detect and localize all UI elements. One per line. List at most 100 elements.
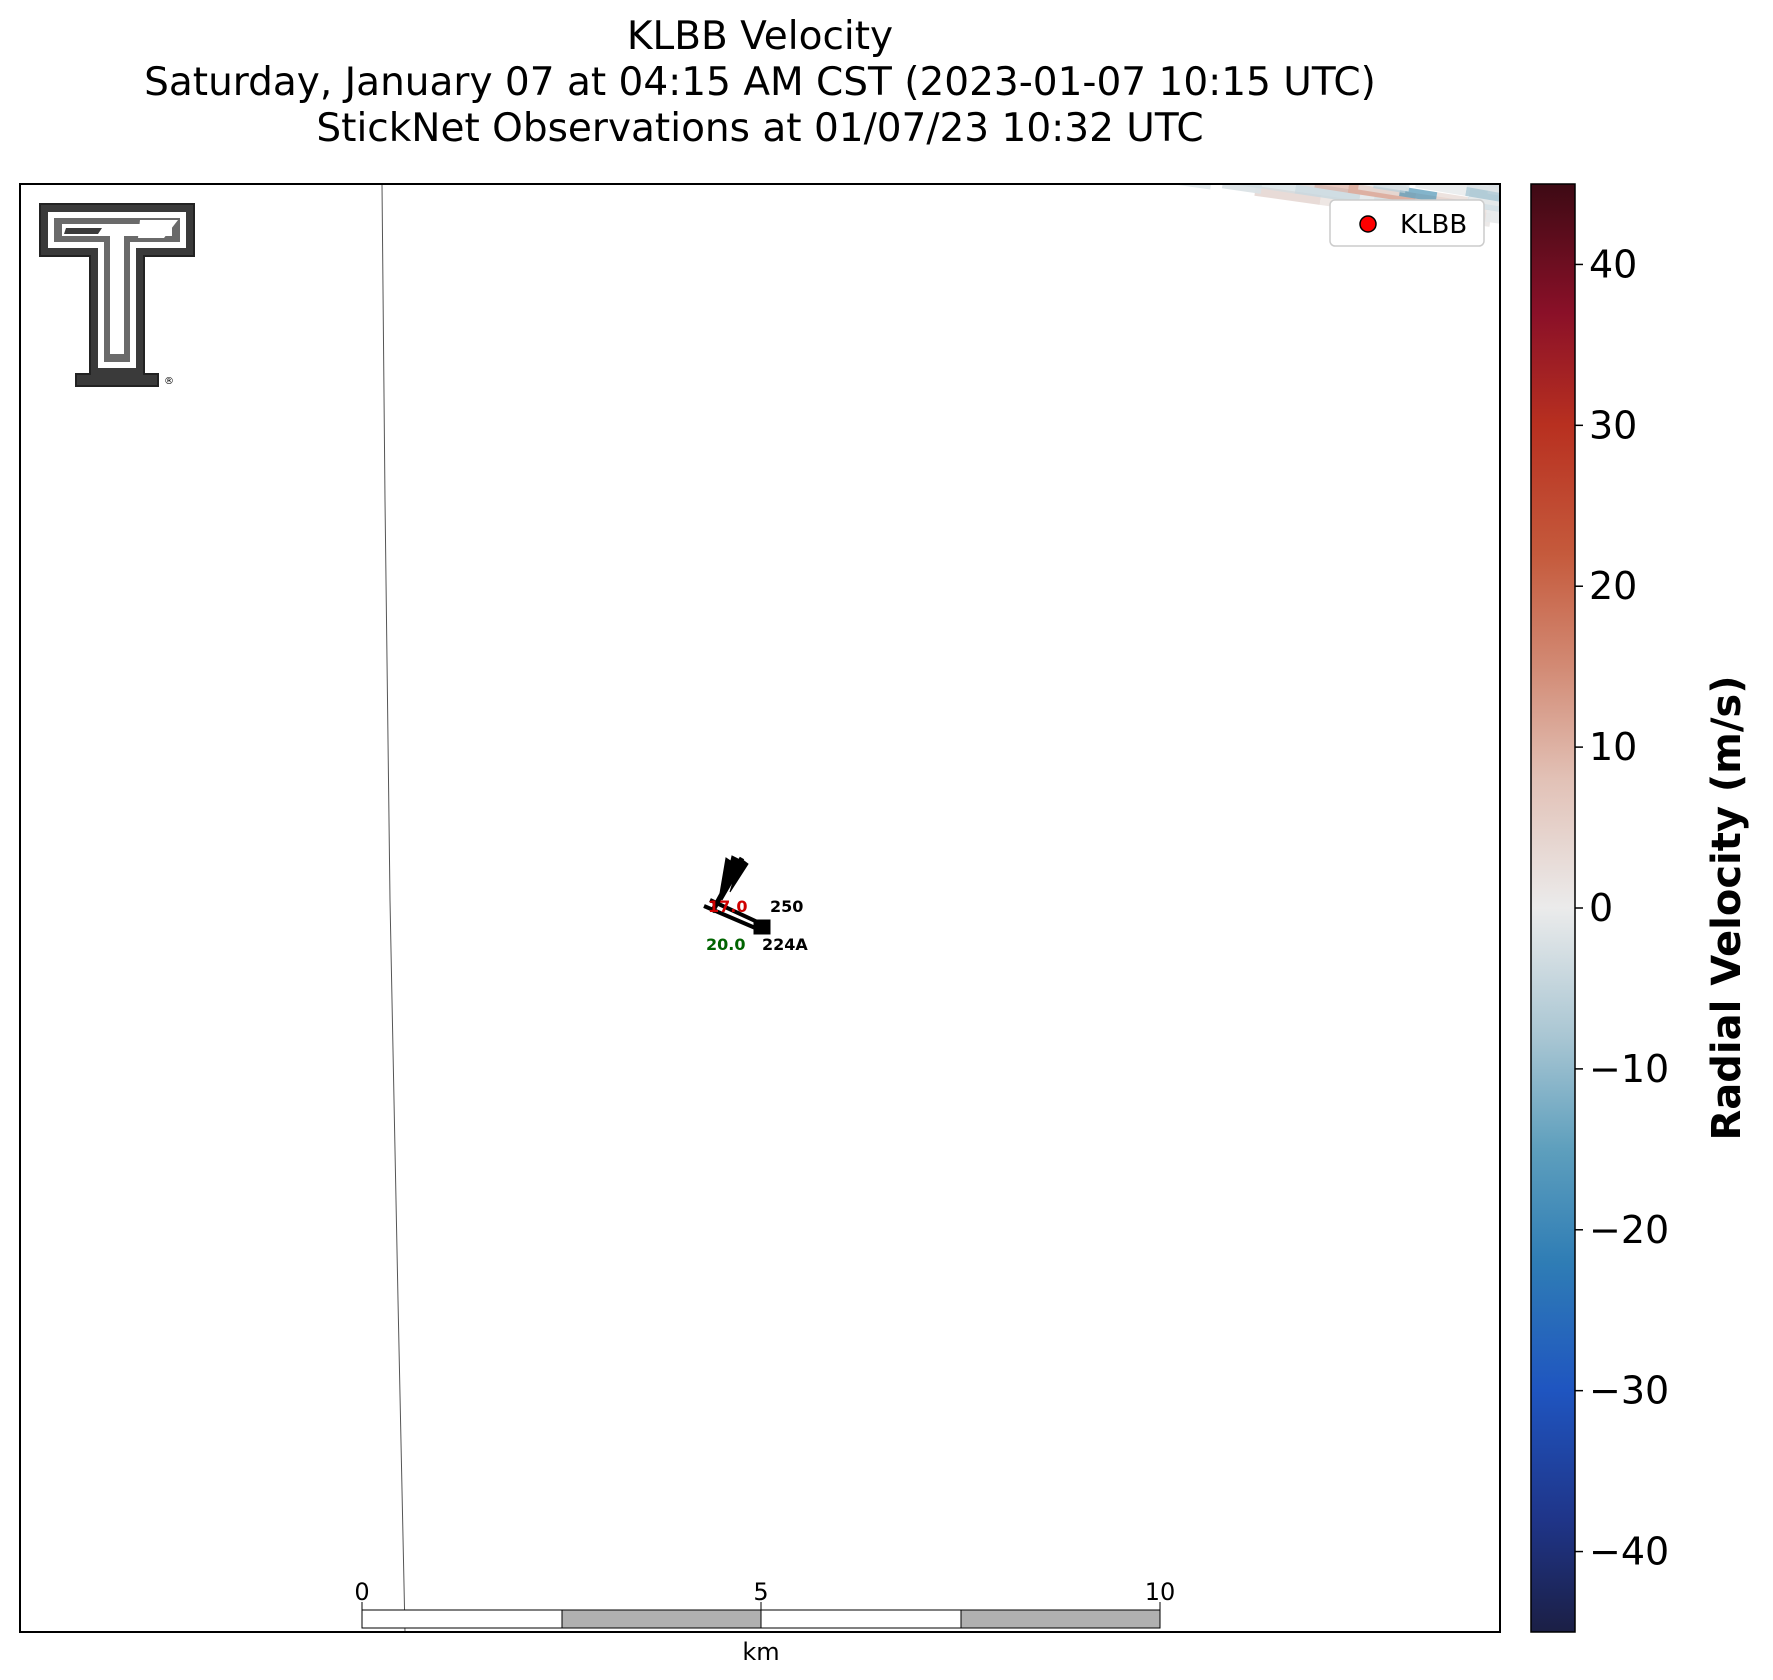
velocity-gate <box>1061 46 1124 60</box>
velocity-gate <box>1386 38 1418 47</box>
velocity-gate <box>1302 34 1357 49</box>
velocity-gate <box>1310 96 1361 107</box>
colorbar-tick-label: 40 <box>1589 242 1637 286</box>
velocity-gate <box>1424 92 1460 101</box>
velocity-gate <box>1338 168 1386 176</box>
velocity-gate <box>1237 40 1271 49</box>
velocity-gate <box>1180 1 1225 13</box>
velocity-gate <box>1328 36 1385 51</box>
velocity-gate <box>1258 0 1296 5</box>
velocity-gate <box>855 65 888 71</box>
velocity-gate <box>652 106 721 116</box>
velocity-gate <box>1362 0 1392 4</box>
map-panel[interactable] <box>0 0 1773 1632</box>
velocity-gate <box>1358 14 1400 26</box>
velocity-gate <box>1316 124 1370 135</box>
velocity-gate <box>973 6 1025 18</box>
velocity-gate <box>1545 0 1592 17</box>
velocity-gate <box>1057 88 1089 94</box>
velocity-gate <box>1368 23 1438 43</box>
velocity-gate <box>1131 67 1202 82</box>
velocity-gate <box>1101 18 1154 31</box>
velocity-gate <box>1391 79 1448 93</box>
velocity-gate <box>1159 131 1200 138</box>
velocity-gate <box>1455 57 1504 71</box>
velocity-gate <box>710 90 753 97</box>
velocity-gate <box>1481 44 1511 53</box>
velocity-gate <box>1020 43 1071 54</box>
velocity-gate <box>1263 58 1331 74</box>
velocity-gate <box>640 3 701 15</box>
velocity-gate <box>861 3 925 17</box>
velocity-gate <box>477 14 535 24</box>
velocity-gate <box>1344 118 1379 125</box>
velocity-gate <box>1047 136 1097 144</box>
velocity-gate <box>1013 23 1050 31</box>
velocity-gate <box>1342 153 1415 166</box>
velocity-gate <box>1353 22 1398 35</box>
velocity-gate <box>708 77 764 86</box>
velocity-gate <box>1128 0 1180 1</box>
velocity-gate <box>1223 48 1264 58</box>
velocity-gate <box>1388 42 1440 56</box>
velocity-gate <box>1461 0 1518 4</box>
velocity-gate <box>1400 104 1470 120</box>
title-line-3: StickNet Observations at 01/07/23 10:32 … <box>316 106 1204 151</box>
velocity-gate <box>1220 81 1284 95</box>
velocity-gate <box>1463 53 1520 70</box>
velocity-gate <box>1441 149 1475 156</box>
velocity-gate <box>621 5 651 11</box>
velocity-gate <box>1310 105 1354 114</box>
velocity-gate <box>306 57 337 61</box>
velocity-gate <box>847 70 908 81</box>
velocity-gate <box>1282 21 1311 29</box>
velocity-gate <box>218 0 249 3</box>
velocity-gate <box>1051 106 1090 113</box>
velocity-gate <box>1405 0 1451 8</box>
velocity-gate <box>529 54 581 62</box>
velocity-gate <box>1185 27 1237 40</box>
velocity-gate <box>1215 106 1260 115</box>
velocity-gate <box>1102 50 1171 65</box>
velocity-gate <box>1268 150 1325 160</box>
velocity-gate <box>1326 139 1370 147</box>
velocity-gate <box>1146 7 1181 16</box>
velocity-gate <box>1485 209 1500 224</box>
velocity-gate <box>830 0 861 3</box>
velocity-gate <box>1049 113 1111 124</box>
velocity-gate <box>1297 0 1358 14</box>
velocity-gate <box>1449 184 1456 185</box>
velocity-gate <box>1167 47 1214 58</box>
velocity-gate <box>1472 112 1527 125</box>
velocity-gate <box>1399 186 1438 202</box>
velocity-gate <box>1056 94 1111 104</box>
station-plot[interactable]: 17.0 250 20.0 224A <box>703 855 810 956</box>
velocity-gate <box>984 36 1020 44</box>
velocity-gate <box>33 19 71 24</box>
velocity-gate <box>311 50 352 56</box>
velocity-gate <box>249 3 277 8</box>
velocity-gate <box>140 25 206 34</box>
velocity-gate <box>1151 101 1213 113</box>
velocity-gate <box>1222 63 1252 70</box>
scale-segment-4 <box>960 1609 1161 1629</box>
velocity-gate <box>1327 58 1388 74</box>
velocity-gate <box>1294 184 1361 203</box>
velocity-gate <box>821 130 863 136</box>
velocity-gate <box>1504 71 1554 85</box>
velocity-gate <box>1442 133 1514 148</box>
velocity-gate <box>658 100 722 109</box>
velocity-gate <box>1413 152 1455 160</box>
velocity-gate <box>1570 14 1609 28</box>
velocity-gate <box>1214 58 1264 70</box>
velocity-gate <box>1475 132 1536 146</box>
velocity-gate <box>1497 60 1525 68</box>
velocity-gate <box>1406 0 1465 15</box>
velocity-gate <box>1260 126 1327 139</box>
velocity-gate <box>1053 7 1102 19</box>
velocity-gate <box>932 145 971 151</box>
velocity-gate <box>1203 96 1238 103</box>
velocity-gate <box>595 34 650 44</box>
velocity-gate <box>701 15 752 25</box>
colorbar-tick-label: −20 <box>1589 1208 1669 1252</box>
